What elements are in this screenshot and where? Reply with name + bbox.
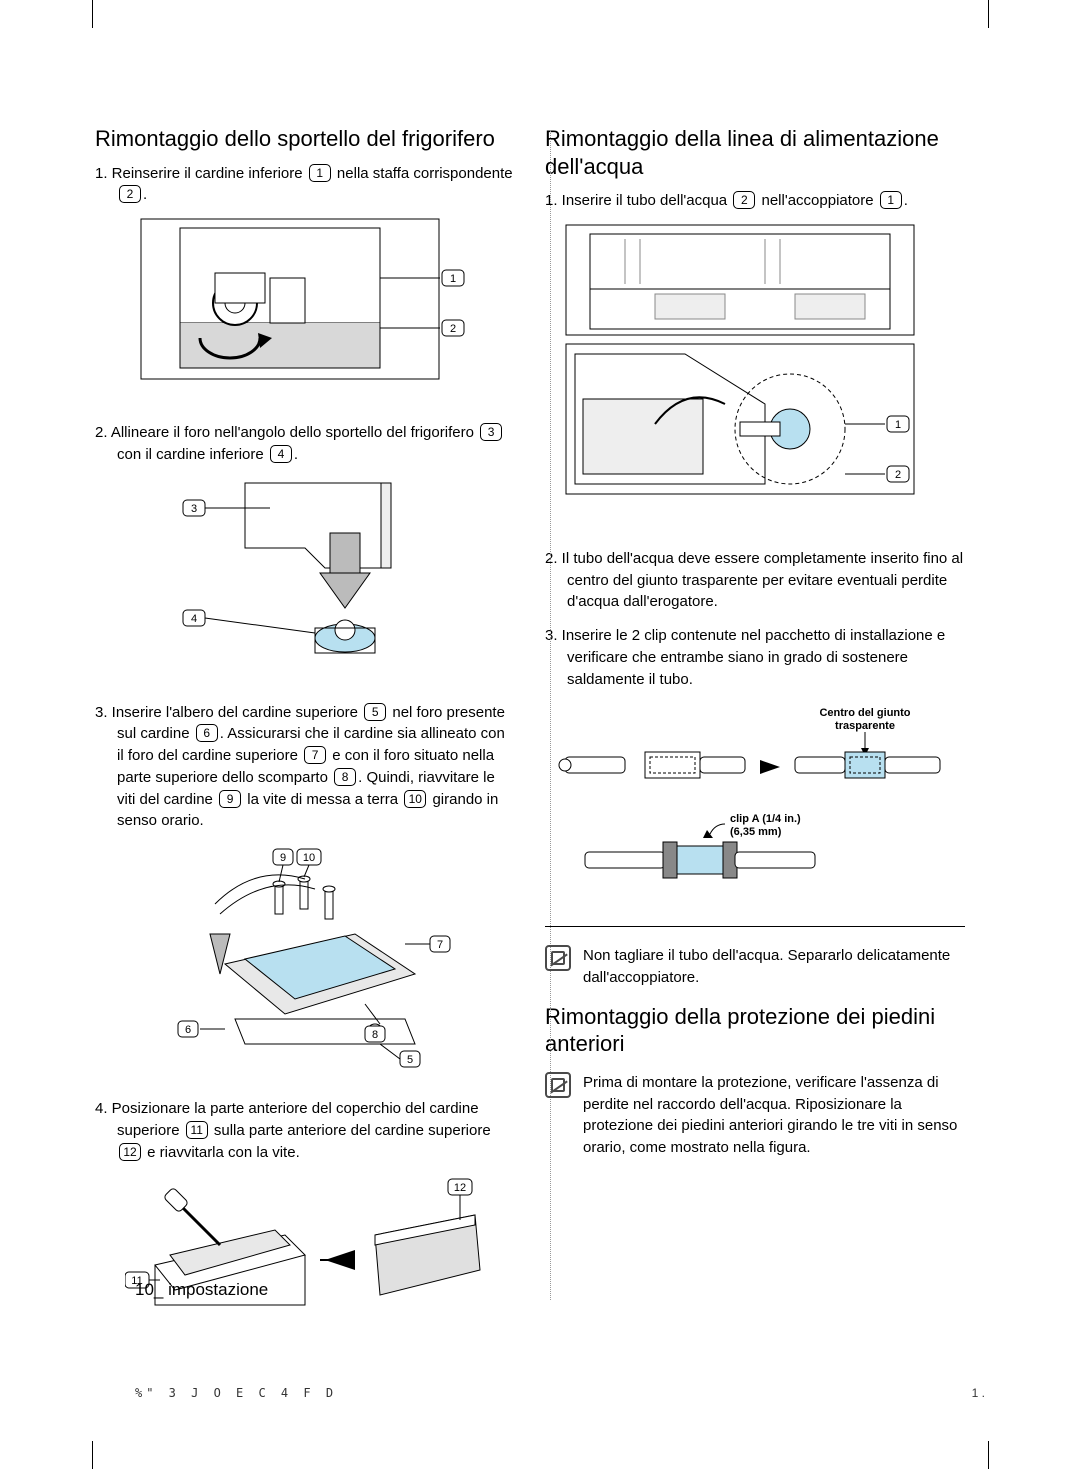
ref-w2: 2 (733, 191, 755, 209)
figure-door-hinge-lower: 1 2 (95, 218, 515, 398)
svg-text:(6,35 mm): (6,35 mm) (730, 826, 782, 838)
ref-11: 11 (186, 1121, 208, 1139)
left-step-1: 1. Reinserire il cardine inferiore 1 nel… (95, 163, 515, 207)
figure-water-coupler: 1 2 (545, 224, 965, 524)
figure-tube-clip: Centro del giunto trasparente (545, 702, 965, 902)
separator (545, 926, 965, 927)
svg-text:2: 2 (450, 323, 456, 335)
ref-7: 7 (304, 746, 326, 764)
label-center-joint: Centro del giunto (819, 707, 910, 719)
svg-text:8: 8 (372, 1029, 378, 1041)
svg-text:7: 7 (437, 939, 443, 951)
ref-3: 3 (480, 423, 502, 441)
figure-hinge-cover: 11 12 (95, 1175, 515, 1335)
svg-text:1: 1 (450, 273, 456, 285)
svg-text:9: 9 (280, 852, 286, 864)
ref-5: 5 (364, 703, 386, 721)
ref-12: 12 (119, 1143, 141, 1161)
column-divider (550, 130, 551, 1300)
page-number: 10_ impostazione (135, 1280, 268, 1299)
ref-9: 9 (219, 790, 241, 808)
ref-2: 2 (119, 185, 141, 203)
svg-text:1: 1 (895, 419, 901, 431)
note-no-cut: Non tagliare il tubo dell'acqua. Separar… (545, 945, 965, 989)
svg-text:5: 5 (407, 1054, 413, 1066)
caution-icon (545, 1072, 571, 1098)
ref-1: 1 (309, 164, 331, 182)
note-text-2: Prima di montare la protezione, verifica… (583, 1072, 965, 1159)
svg-text:12: 12 (454, 1182, 466, 1194)
left-step-3: 3. Inserire l'albero del cardine superio… (95, 702, 515, 833)
label-clip: clip A (1/4 in.) (730, 813, 801, 825)
right-step-2: 2. Il tubo dell'acqua deve essere comple… (545, 548, 965, 613)
svg-text:6: 6 (185, 1024, 191, 1036)
left-step-4: 4. Posizionare la parte anteriore del co… (95, 1098, 515, 1163)
right-step-3: 3. Inserire le 2 clip contenute nel pacc… (545, 625, 965, 690)
heading-door: Rimontaggio dello sportello del frigorif… (95, 125, 515, 153)
heading-water-line: Rimontaggio della linea di alimentazione… (545, 125, 965, 180)
svg-text:trasparente: trasparente (835, 720, 895, 732)
svg-text:2: 2 (895, 469, 901, 481)
svg-text:10: 10 (303, 852, 315, 864)
heading-leg-cover: Rimontaggio della protezione dei piedini… (545, 1003, 965, 1058)
left-step-2: 2. Allineare il foro nell'angolo dello s… (95, 422, 515, 466)
ref-8: 8 (334, 768, 356, 786)
ref-w1: 1 (880, 191, 902, 209)
ref-10: 10 (404, 790, 426, 808)
left-column: Rimontaggio dello sportello del frigorif… (95, 125, 515, 1359)
footer-code: %" 3 J O E C 4 F D (135, 1386, 337, 1400)
ref-4: 4 (270, 445, 292, 463)
note-text: Non tagliare il tubo dell'acqua. Separar… (583, 945, 965, 989)
ref-6: 6 (196, 724, 218, 742)
figure-upper-hinge: 9 10 7 6 8 5 (95, 844, 515, 1074)
svg-text:4: 4 (191, 613, 197, 625)
manual-page: Rimontaggio dello sportello del frigorif… (95, 30, 985, 1430)
page-footer: 10_ impostazione (135, 1280, 268, 1300)
figure-door-align: 3 4 (95, 478, 515, 678)
note-leg-cover: Prima di montare la protezione, verifica… (545, 1072, 965, 1159)
svg-text:3: 3 (191, 503, 197, 515)
caution-icon (545, 945, 571, 971)
right-column: Rimontaggio della linea di alimentazione… (545, 125, 965, 1359)
footer-right: 1 . (972, 1386, 985, 1400)
right-step-1: 1. Inserire il tubo dell'acqua 2 nell'ac… (545, 190, 965, 212)
